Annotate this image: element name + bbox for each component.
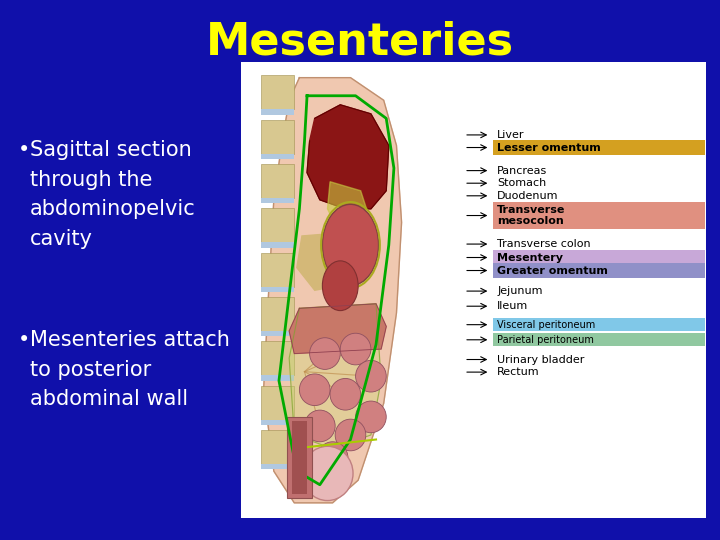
Text: Ileum: Ileum — [498, 301, 528, 311]
Text: Sagittal section
through the
abdominopelvic
cavity: Sagittal section through the abdominopel… — [30, 140, 196, 249]
Bar — [261, 287, 294, 292]
Ellipse shape — [323, 261, 358, 310]
Ellipse shape — [356, 401, 386, 433]
FancyBboxPatch shape — [493, 263, 705, 278]
Bar — [261, 154, 294, 159]
Text: Mesentery: Mesentery — [498, 253, 563, 262]
Polygon shape — [289, 304, 381, 449]
Bar — [261, 341, 294, 375]
Text: Urinary bladder: Urinary bladder — [498, 355, 585, 365]
Text: Pancreas: Pancreas — [498, 166, 547, 176]
FancyBboxPatch shape — [493, 318, 705, 331]
Text: •: • — [18, 330, 30, 350]
Text: Mesenteries: Mesenteries — [206, 21, 514, 64]
Ellipse shape — [341, 333, 371, 365]
Bar — [261, 242, 294, 248]
FancyBboxPatch shape — [493, 202, 705, 230]
Text: Jejunum: Jejunum — [498, 286, 543, 296]
Ellipse shape — [335, 419, 366, 451]
Ellipse shape — [318, 442, 348, 474]
Text: Lesser omentum: Lesser omentum — [498, 143, 601, 152]
Polygon shape — [307, 105, 389, 209]
Text: Transverse
mesocolon: Transverse mesocolon — [498, 205, 566, 226]
Bar — [261, 375, 294, 381]
Bar — [261, 420, 294, 425]
Ellipse shape — [300, 374, 330, 406]
Bar — [287, 417, 312, 498]
Bar — [261, 76, 294, 109]
Polygon shape — [328, 181, 371, 245]
Ellipse shape — [330, 379, 361, 410]
Ellipse shape — [356, 360, 386, 392]
Text: Visceral peritoneum: Visceral peritoneum — [498, 320, 595, 330]
Text: Greater omentum: Greater omentum — [498, 266, 608, 275]
Text: Stomach: Stomach — [498, 178, 546, 188]
Bar — [261, 120, 294, 154]
Ellipse shape — [310, 338, 341, 369]
Bar — [261, 164, 294, 198]
Bar — [261, 464, 294, 469]
Text: Parietal peritoneum: Parietal peritoneum — [498, 335, 594, 345]
Bar — [261, 297, 294, 331]
Bar — [241, 62, 706, 518]
Text: •: • — [18, 140, 30, 160]
FancyBboxPatch shape — [493, 140, 705, 155]
Text: Duodenum: Duodenum — [498, 191, 559, 201]
Text: Transverse colon: Transverse colon — [498, 239, 591, 249]
Ellipse shape — [305, 410, 335, 442]
Bar — [261, 198, 294, 204]
Bar — [292, 421, 307, 494]
Polygon shape — [289, 304, 386, 354]
Bar — [261, 430, 294, 464]
Bar — [261, 386, 294, 420]
Bar — [261, 253, 294, 287]
Bar — [261, 208, 294, 242]
Text: Liver: Liver — [498, 130, 525, 140]
Polygon shape — [264, 78, 402, 503]
Bar — [261, 331, 294, 336]
Text: Mesenteries attach
to posterior
abdominal wall: Mesenteries attach to posterior abdomina… — [30, 330, 230, 409]
Text: Rectum: Rectum — [498, 367, 540, 377]
Ellipse shape — [302, 446, 353, 501]
Bar — [261, 109, 294, 115]
Ellipse shape — [323, 204, 379, 286]
Polygon shape — [297, 232, 371, 291]
FancyBboxPatch shape — [493, 333, 705, 346]
FancyBboxPatch shape — [493, 250, 705, 265]
